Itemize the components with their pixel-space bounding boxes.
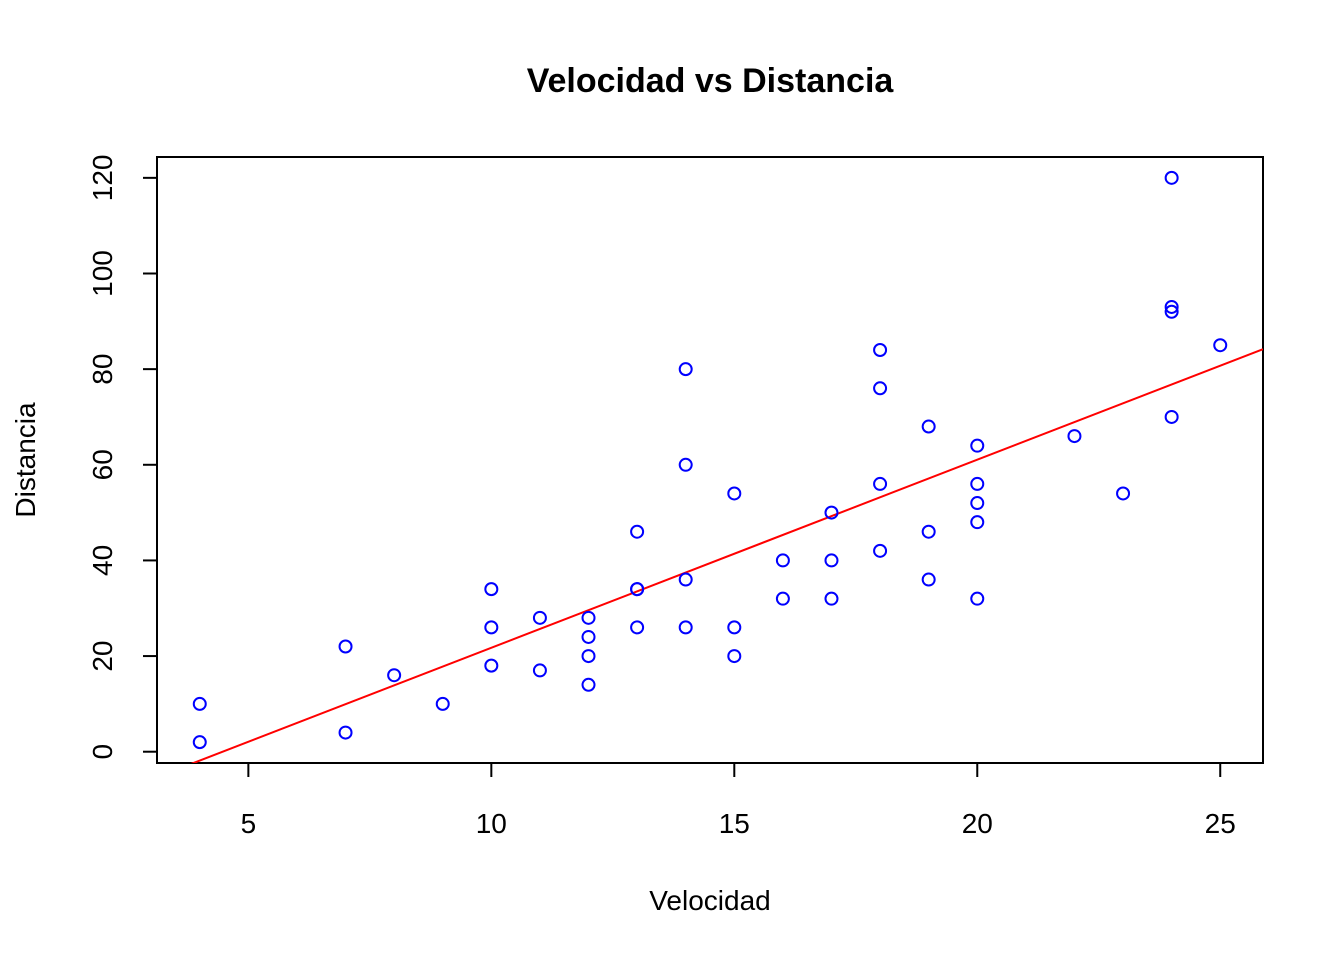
data-point xyxy=(873,476,888,491)
x-tick-label: 5 xyxy=(241,808,257,839)
data-point xyxy=(678,457,693,472)
data-point xyxy=(581,649,596,664)
data-point xyxy=(1116,486,1131,501)
x-tick-label: 10 xyxy=(476,808,507,839)
data-point xyxy=(484,582,499,597)
data-point xyxy=(387,668,402,683)
regression-line xyxy=(190,348,1263,763)
x-tick-label: 25 xyxy=(1205,808,1236,839)
data-point xyxy=(727,486,742,501)
data-point xyxy=(873,543,888,558)
data-point xyxy=(970,496,985,511)
data-point xyxy=(484,620,499,635)
data-point xyxy=(630,582,645,597)
y-axis: 0 20 40 60 80 100 120 xyxy=(87,154,158,760)
y-tick-label: 80 xyxy=(87,354,118,385)
data-point xyxy=(921,524,936,539)
data-point xyxy=(1164,304,1179,319)
points-layer xyxy=(192,170,1228,750)
data-point xyxy=(484,658,499,673)
data-point xyxy=(678,362,693,377)
data-point xyxy=(630,524,645,539)
chart-title: Velocidad vs Distancia xyxy=(527,62,895,100)
y-tick-label: 20 xyxy=(87,640,118,671)
data-point xyxy=(873,343,888,358)
data-point xyxy=(1213,338,1228,353)
plot-frame xyxy=(156,156,1264,764)
data-point xyxy=(581,610,596,625)
x-tick-label: 20 xyxy=(962,808,993,839)
y-axis-label: Distancia xyxy=(10,402,41,518)
y-tick-label: 0 xyxy=(87,744,118,760)
y-tick-label: 40 xyxy=(87,545,118,576)
data-point xyxy=(824,591,839,606)
x-axis: 5 10 15 20 25 xyxy=(241,762,1236,839)
data-point xyxy=(970,438,985,453)
data-point xyxy=(338,639,353,654)
data-point xyxy=(192,696,207,711)
data-point xyxy=(581,677,596,692)
x-tick-label: 15 xyxy=(719,808,750,839)
data-point xyxy=(1164,299,1179,314)
y-tick-label: 120 xyxy=(87,154,118,201)
data-point xyxy=(532,610,547,625)
data-point xyxy=(581,629,596,644)
data-point xyxy=(1164,409,1179,424)
data-point xyxy=(824,553,839,568)
regression-layer xyxy=(190,348,1263,763)
data-point xyxy=(970,515,985,530)
data-point xyxy=(338,725,353,740)
data-point xyxy=(678,620,693,635)
data-point xyxy=(824,505,839,520)
y-tick-label: 60 xyxy=(87,449,118,480)
data-point xyxy=(532,663,547,678)
data-point xyxy=(1067,429,1082,444)
data-point xyxy=(630,620,645,635)
y-tick-label: 100 xyxy=(87,250,118,297)
data-point xyxy=(1164,170,1179,185)
data-point xyxy=(970,591,985,606)
data-point xyxy=(727,620,742,635)
data-point xyxy=(775,553,790,568)
data-point xyxy=(678,572,693,587)
data-point xyxy=(775,591,790,606)
data-point xyxy=(921,419,936,434)
data-point xyxy=(921,572,936,587)
data-point xyxy=(873,381,888,396)
data-point xyxy=(435,696,450,711)
data-point xyxy=(970,476,985,491)
data-point xyxy=(192,735,207,750)
data-point xyxy=(727,649,742,664)
x-axis-label: Velocidad xyxy=(649,885,770,916)
